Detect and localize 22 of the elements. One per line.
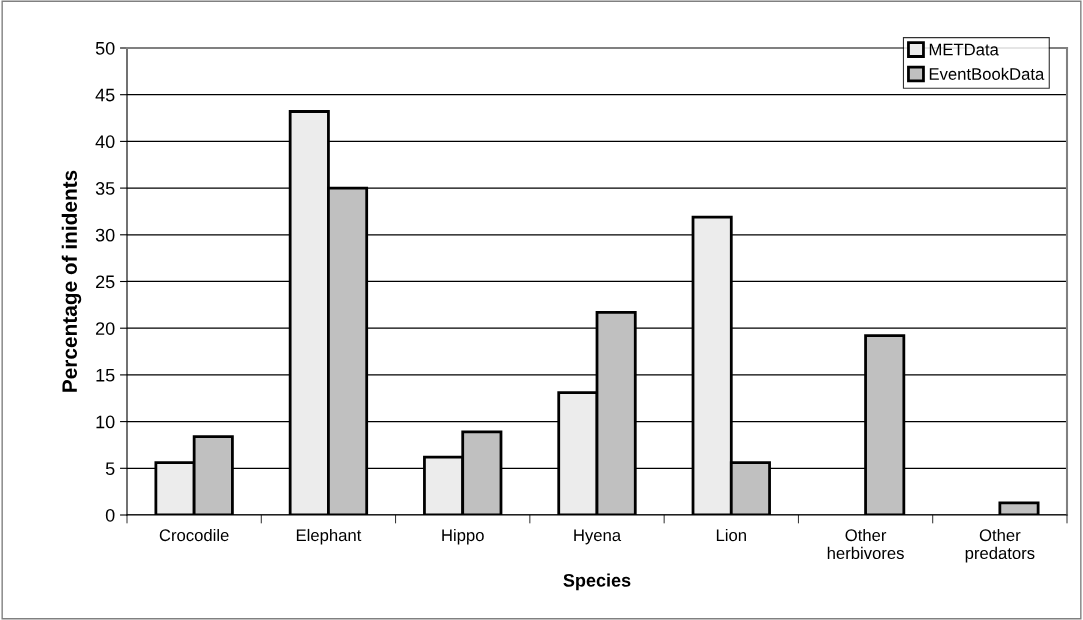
y-axis-title: Percentage of inidents — [61, 170, 82, 392]
y-tick-label: 50 — [95, 41, 115, 55]
y-tick-label: 45 — [95, 88, 115, 102]
x-tick-label: Elephant — [296, 528, 362, 545]
x-axis-title: Species — [563, 573, 631, 591]
x-tick-label: Crocodile — [159, 528, 229, 542]
x-tick-label: Lion — [716, 528, 746, 542]
y-tick-label: 20 — [96, 322, 115, 335]
legend-label: EventBookData — [929, 67, 1045, 80]
y-tick-label: 30 — [95, 228, 115, 242]
x-tick-label: Hippo — [442, 528, 484, 545]
y-tick-label: 15 — [96, 369, 115, 382]
y-tick-label: 40 — [95, 135, 115, 149]
y-tick-label: 10 — [96, 415, 115, 429]
x-tick-label: Other predators — [965, 528, 1035, 563]
y-tick-label: 25 — [96, 275, 115, 289]
x-tick-label: Other herbivores — [827, 528, 904, 560]
y-tick-label: 35 — [95, 182, 115, 195]
x-tick-label: Hyena — [574, 529, 622, 545]
legend-label: METData — [929, 43, 999, 56]
y-tick-label: 5 — [105, 462, 115, 476]
y-tick-label: 0 — [105, 508, 115, 522]
